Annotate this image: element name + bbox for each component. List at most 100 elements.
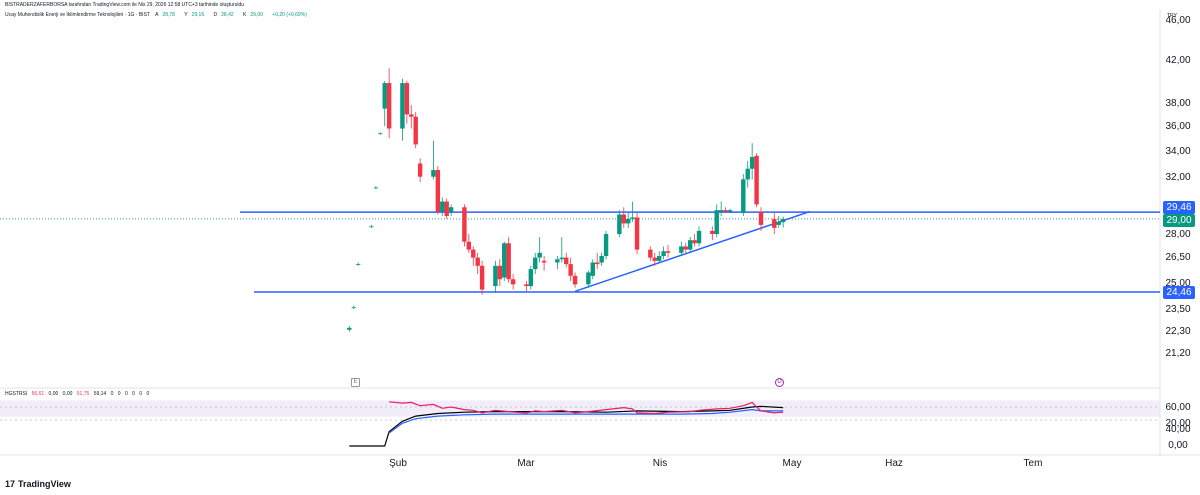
candle [661,246,666,260]
candle-body [754,155,759,205]
candle-body [502,243,507,278]
symbol-title[interactable]: Ucay Muhendislik Enerji ve Iklimlendirme… [5,12,150,18]
rsi-lines [0,401,1160,447]
candle [652,252,657,266]
candle-body [431,170,436,177]
candle-body [665,251,671,253]
candle [471,246,476,266]
indicator-value: 0 [139,391,143,397]
indicator-legend[interactable]: HGSTRSI 56,61 0,00 0,00 51,75 59,14 0 0 … [5,391,152,397]
candle [409,105,414,129]
candle [780,216,786,228]
candle [502,241,507,281]
candle-body [749,157,755,169]
candle-body [710,230,715,234]
candle-body [718,210,724,212]
candle-body [687,240,693,250]
indicator-value: 0 [146,391,150,397]
candle-body [652,257,657,261]
candle-body [351,307,356,309]
candle-body [741,179,746,214]
candle-body [572,275,578,285]
candle-body [661,251,666,257]
symbol-legend[interactable]: Ucay Muhendislik Enerji ve Iklimlendirme… [5,12,311,18]
candle-body [621,214,626,224]
price-tick: 42,00 [1165,55,1191,66]
currency-label: TRY [1167,13,1177,19]
candle [347,325,352,332]
candle [564,252,569,268]
candle-body [413,116,418,145]
candle [400,78,405,141]
candle-body [541,260,547,263]
candle [497,259,503,287]
candle-body [727,210,733,212]
ohlc-open: A 28,78 [155,12,175,18]
candle-body [382,83,387,109]
candle-body [369,226,374,228]
candle [617,210,622,238]
ohlc-close: K 29,00 [243,12,263,18]
candle [479,260,485,295]
candle [687,237,693,252]
indicator-value: 0 [132,391,135,397]
last-price-badge: 29,00 [1163,214,1195,227]
rsi-tick: 0,00 [1168,440,1188,451]
candle-body [603,233,609,257]
publish-info: BISTRADERZAFERBORSA tarafından TradingVi… [5,2,245,8]
tradingview-logo[interactable]: 17 TradingView [5,479,71,489]
candle [559,237,564,263]
candle [621,207,626,228]
candles [347,68,786,332]
candle [696,226,702,247]
candle-body [634,217,640,250]
candle-body [758,211,764,225]
price-tick: 36,00 [1165,121,1191,132]
candle-body [590,262,595,276]
indicator-value: 56,61 [31,391,45,397]
candle [656,251,662,263]
rsi-series-line [388,408,784,434]
candle [351,305,356,310]
time-tick: May [782,458,802,469]
candle [568,257,573,281]
candle-body [656,256,662,261]
rsi-tick: 40,00 [1165,424,1191,435]
time-tick: Haz [885,458,903,469]
candle-body [510,279,516,285]
ohlc-low: D 28,42 [213,12,234,18]
indicator-value: 0 [124,391,128,397]
earnings-marker[interactable]: E [351,378,360,387]
candle-body [599,256,604,263]
candle [634,213,640,255]
time-tick: Nis [652,458,668,469]
candle [533,252,538,275]
indicator-name[interactable]: HGSTRSI [5,391,28,397]
candle-body [386,83,392,129]
candle [718,201,724,216]
candle-body [378,133,383,135]
time-tick: Mar [517,458,535,469]
candle [404,80,410,124]
candle-body [440,201,445,212]
price-tick: 38,00 [1165,98,1191,109]
candle [417,158,423,183]
candle-body [417,163,423,177]
candle [431,140,436,180]
candle [493,260,498,294]
indicator-value: 0 [117,391,121,397]
candle [754,153,759,208]
dividend-marker[interactable]: D [775,378,784,387]
candle-body [404,83,410,115]
candle-body [683,246,688,250]
candle [373,186,379,189]
candle-body [373,187,379,189]
candle [462,204,467,247]
candle-body [524,284,529,287]
top-bar: BISTRADERZAFERBORSA tarafından TradingVi… [0,0,1200,10]
candle [723,207,728,214]
candle-body [448,207,454,212]
candle [524,280,529,292]
candle [537,237,542,263]
